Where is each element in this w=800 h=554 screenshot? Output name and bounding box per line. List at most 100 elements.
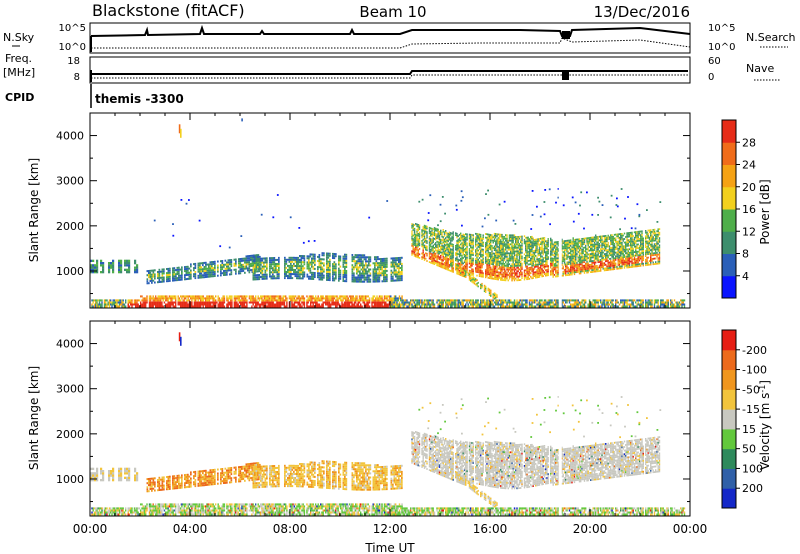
data-cell bbox=[426, 247, 428, 250]
data-cell bbox=[166, 297, 168, 300]
data-cell bbox=[223, 297, 226, 300]
data-cell bbox=[352, 295, 354, 298]
data-cell bbox=[178, 301, 181, 304]
data-cell bbox=[485, 271, 487, 273]
nave-line bbox=[91, 74, 688, 79]
data-cell bbox=[527, 276, 529, 279]
data-cell bbox=[171, 299, 173, 302]
data-cell bbox=[421, 241, 423, 244]
data-cell bbox=[117, 305, 119, 308]
data-cell bbox=[616, 305, 618, 308]
data-cell bbox=[670, 301, 672, 304]
data-cell bbox=[357, 256, 360, 259]
data-cell bbox=[392, 261, 394, 264]
data-cell bbox=[462, 268, 464, 270]
data-cell bbox=[193, 299, 196, 302]
data-cell bbox=[266, 297, 268, 300]
data-cell bbox=[451, 266, 453, 269]
data-cell bbox=[294, 256, 297, 259]
data-cell bbox=[248, 263, 251, 266]
data-cell bbox=[637, 301, 639, 304]
data-cell bbox=[200, 262, 203, 265]
data-cell bbox=[172, 269, 174, 272]
data-cell bbox=[381, 297, 383, 300]
data-cell bbox=[498, 271, 501, 274]
data-cell bbox=[448, 264, 451, 266]
data-cell bbox=[527, 242, 529, 244]
data-cell bbox=[550, 305, 552, 308]
data-cell bbox=[417, 238, 419, 241]
data-cell bbox=[507, 266, 509, 269]
data-cell bbox=[217, 268, 219, 271]
data-cell bbox=[493, 278, 496, 280]
data-cell bbox=[306, 275, 309, 278]
data-cell bbox=[467, 303, 469, 306]
data-cell bbox=[398, 267, 400, 270]
data-cell bbox=[351, 299, 353, 302]
data-cell bbox=[496, 274, 498, 277]
data-cell bbox=[247, 257, 249, 260]
data-cell bbox=[381, 274, 384, 277]
data-cell bbox=[445, 301, 447, 304]
data-cell bbox=[384, 259, 387, 262]
data-cell bbox=[520, 235, 522, 238]
data-cell bbox=[491, 277, 493, 280]
data-cell bbox=[422, 251, 424, 254]
data-cell bbox=[401, 262, 403, 265]
data-cell bbox=[477, 267, 479, 270]
data-cell bbox=[535, 273, 537, 275]
data-cell bbox=[435, 227, 437, 230]
data-cell bbox=[143, 301, 146, 304]
data-cell bbox=[623, 303, 626, 306]
data-cell bbox=[435, 236, 437, 239]
data-cell bbox=[412, 227, 414, 230]
data-cell bbox=[463, 266, 466, 269]
data-cell bbox=[173, 305, 176, 308]
data-cell bbox=[202, 276, 204, 279]
data-cell bbox=[213, 303, 216, 306]
data-cell bbox=[416, 248, 418, 251]
data-cell bbox=[158, 277, 161, 279]
data-cell bbox=[523, 262, 526, 265]
data-cell bbox=[172, 273, 174, 276]
data-cell bbox=[360, 256, 363, 259]
data-cell bbox=[521, 305, 523, 308]
data-cell bbox=[92, 299, 94, 302]
data-cell bbox=[284, 269, 286, 271]
data-cell bbox=[326, 276, 328, 279]
data-cell bbox=[263, 297, 266, 300]
freq-unit: [MHz] bbox=[3, 66, 35, 79]
data-cell bbox=[363, 276, 366, 279]
data-cell bbox=[662, 299, 664, 302]
data-cell bbox=[92, 271, 95, 274]
data-cell bbox=[411, 234, 413, 236]
data-cell bbox=[512, 256, 514, 258]
data-cell bbox=[407, 303, 409, 306]
data-cell bbox=[361, 299, 363, 302]
data-cell bbox=[137, 299, 139, 302]
data-cell bbox=[468, 249, 471, 252]
data-cell bbox=[92, 266, 95, 269]
data-cell bbox=[426, 260, 428, 262]
data-cell bbox=[503, 248, 506, 251]
data-cell bbox=[442, 266, 444, 269]
data-cell bbox=[452, 256, 454, 259]
data-cell bbox=[351, 278, 354, 281]
data-cell bbox=[428, 248, 431, 251]
data-cell bbox=[442, 299, 444, 302]
data-cell bbox=[528, 243, 531, 246]
data-cell bbox=[401, 256, 403, 259]
data-cell bbox=[516, 266, 518, 269]
data-cell bbox=[500, 277, 502, 279]
data-cell bbox=[168, 295, 171, 298]
data-cell bbox=[211, 275, 213, 278]
data-cell bbox=[422, 247, 424, 250]
data-cell bbox=[422, 233, 424, 236]
data-cell bbox=[191, 299, 193, 302]
data-cell bbox=[359, 262, 361, 265]
data-cell bbox=[353, 276, 355, 279]
data-cell bbox=[254, 264, 256, 267]
data-cell bbox=[487, 235, 489, 238]
data-cell bbox=[344, 261, 346, 264]
data-cell bbox=[437, 235, 439, 238]
